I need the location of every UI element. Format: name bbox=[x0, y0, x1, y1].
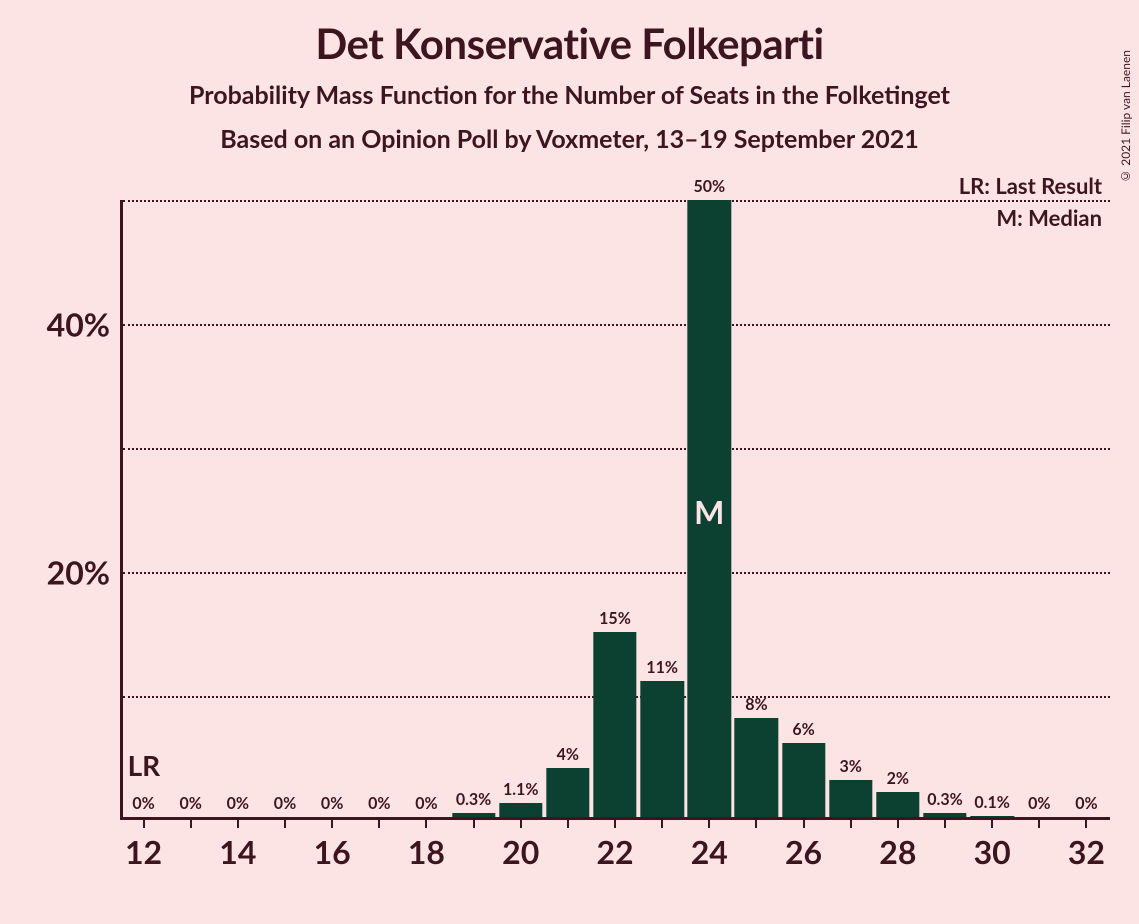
bar: 1.1% bbox=[499, 803, 542, 817]
bar-value-label: 0% bbox=[227, 794, 249, 813]
x-tick bbox=[803, 820, 805, 828]
x-tick bbox=[944, 820, 946, 828]
x-tick-label: 24 bbox=[691, 832, 728, 871]
gridline bbox=[123, 324, 1110, 326]
bar-value-label: 0% bbox=[1075, 794, 1097, 813]
bar-value-label: 11% bbox=[646, 658, 678, 677]
x-tick-label: 14 bbox=[219, 832, 256, 871]
x-tick bbox=[190, 820, 192, 828]
x-tick bbox=[614, 820, 616, 828]
x-tick bbox=[1085, 820, 1087, 828]
bar-value-label: 0.3% bbox=[927, 790, 962, 809]
x-tick bbox=[897, 820, 899, 828]
x-tick bbox=[708, 820, 710, 828]
x-tick-label: 18 bbox=[408, 832, 445, 871]
bar-value-label: 6% bbox=[792, 720, 814, 739]
bar-value-label: 0% bbox=[1028, 794, 1050, 813]
bar-value-label: 8% bbox=[745, 695, 767, 714]
x-tick-label: 26 bbox=[785, 832, 822, 871]
gridline bbox=[123, 572, 1110, 574]
x-tick bbox=[331, 820, 333, 828]
y-tick-label: 40% bbox=[47, 305, 110, 344]
bar: 15% bbox=[593, 632, 636, 817]
bar-value-label: 4% bbox=[557, 745, 579, 764]
x-tick bbox=[991, 820, 993, 828]
bar-value-label: 3% bbox=[839, 757, 861, 776]
y-axis bbox=[120, 200, 123, 820]
bar: 11% bbox=[640, 681, 683, 817]
main-title: Det Konservative Folkeparti bbox=[0, 18, 1139, 68]
x-tick bbox=[755, 820, 757, 828]
x-tick bbox=[850, 820, 852, 828]
x-tick bbox=[1038, 820, 1040, 828]
x-tick-label: 22 bbox=[596, 832, 633, 871]
bar: 0.3% bbox=[923, 813, 966, 817]
title-block: Det Konservative Folkeparti Probability … bbox=[0, 0, 1139, 154]
bar: 2% bbox=[876, 792, 919, 817]
lr-marker: LR bbox=[128, 748, 161, 782]
bar-value-label: 1.1% bbox=[503, 780, 538, 799]
subtitle-line-1: Probability Mass Function for the Number… bbox=[0, 80, 1139, 110]
bar-value-label: 0.3% bbox=[456, 790, 491, 809]
x-tick bbox=[237, 820, 239, 828]
legend-median: M: Median bbox=[996, 204, 1102, 231]
bar-value-label: 15% bbox=[599, 609, 631, 628]
x-tick-label: 28 bbox=[879, 832, 916, 871]
bar: 4% bbox=[546, 768, 589, 817]
bar: 3% bbox=[829, 780, 872, 817]
x-tick bbox=[473, 820, 475, 828]
bar-value-label: 0% bbox=[179, 794, 201, 813]
bar: 8% bbox=[735, 718, 778, 817]
bar-value-label: 0.1% bbox=[974, 793, 1009, 812]
chart-area: 20%40%12141618202224262830320%0%0%0%0%0%… bbox=[120, 200, 1110, 820]
bar-value-label: 0% bbox=[132, 794, 154, 813]
x-tick bbox=[143, 820, 145, 828]
bar-value-label: 0% bbox=[321, 794, 343, 813]
x-tick bbox=[520, 820, 522, 828]
bar-value-label: 0% bbox=[368, 794, 390, 813]
bar-value-label: 0% bbox=[274, 794, 296, 813]
bar-value-label: 50% bbox=[693, 177, 725, 196]
x-tick-label: 12 bbox=[125, 832, 162, 871]
bar-value-label: 2% bbox=[887, 769, 909, 788]
subtitle-line-2: Based on an Opinion Poll by Voxmeter, 13… bbox=[0, 124, 1139, 154]
x-tick-label: 20 bbox=[502, 832, 539, 871]
bar: 0.1% bbox=[970, 816, 1013, 817]
x-tick bbox=[661, 820, 663, 828]
x-tick bbox=[567, 820, 569, 828]
x-tick bbox=[425, 820, 427, 828]
copyright-label: © 2021 Filip van Laenen bbox=[1118, 50, 1133, 184]
legend-last-result: LR: Last Result bbox=[959, 172, 1102, 199]
x-tick-label: 32 bbox=[1068, 832, 1105, 871]
gridline bbox=[123, 448, 1110, 450]
x-tick-label: 16 bbox=[314, 832, 351, 871]
x-tick bbox=[378, 820, 380, 828]
gridline bbox=[123, 200, 1110, 202]
bar: 0.3% bbox=[452, 813, 495, 817]
x-tick-label: 30 bbox=[974, 832, 1011, 871]
bar: 6% bbox=[782, 743, 825, 817]
median-marker: M bbox=[694, 492, 724, 531]
y-tick-label: 20% bbox=[47, 553, 110, 592]
x-tick bbox=[284, 820, 286, 828]
bar-value-label: 0% bbox=[415, 794, 437, 813]
